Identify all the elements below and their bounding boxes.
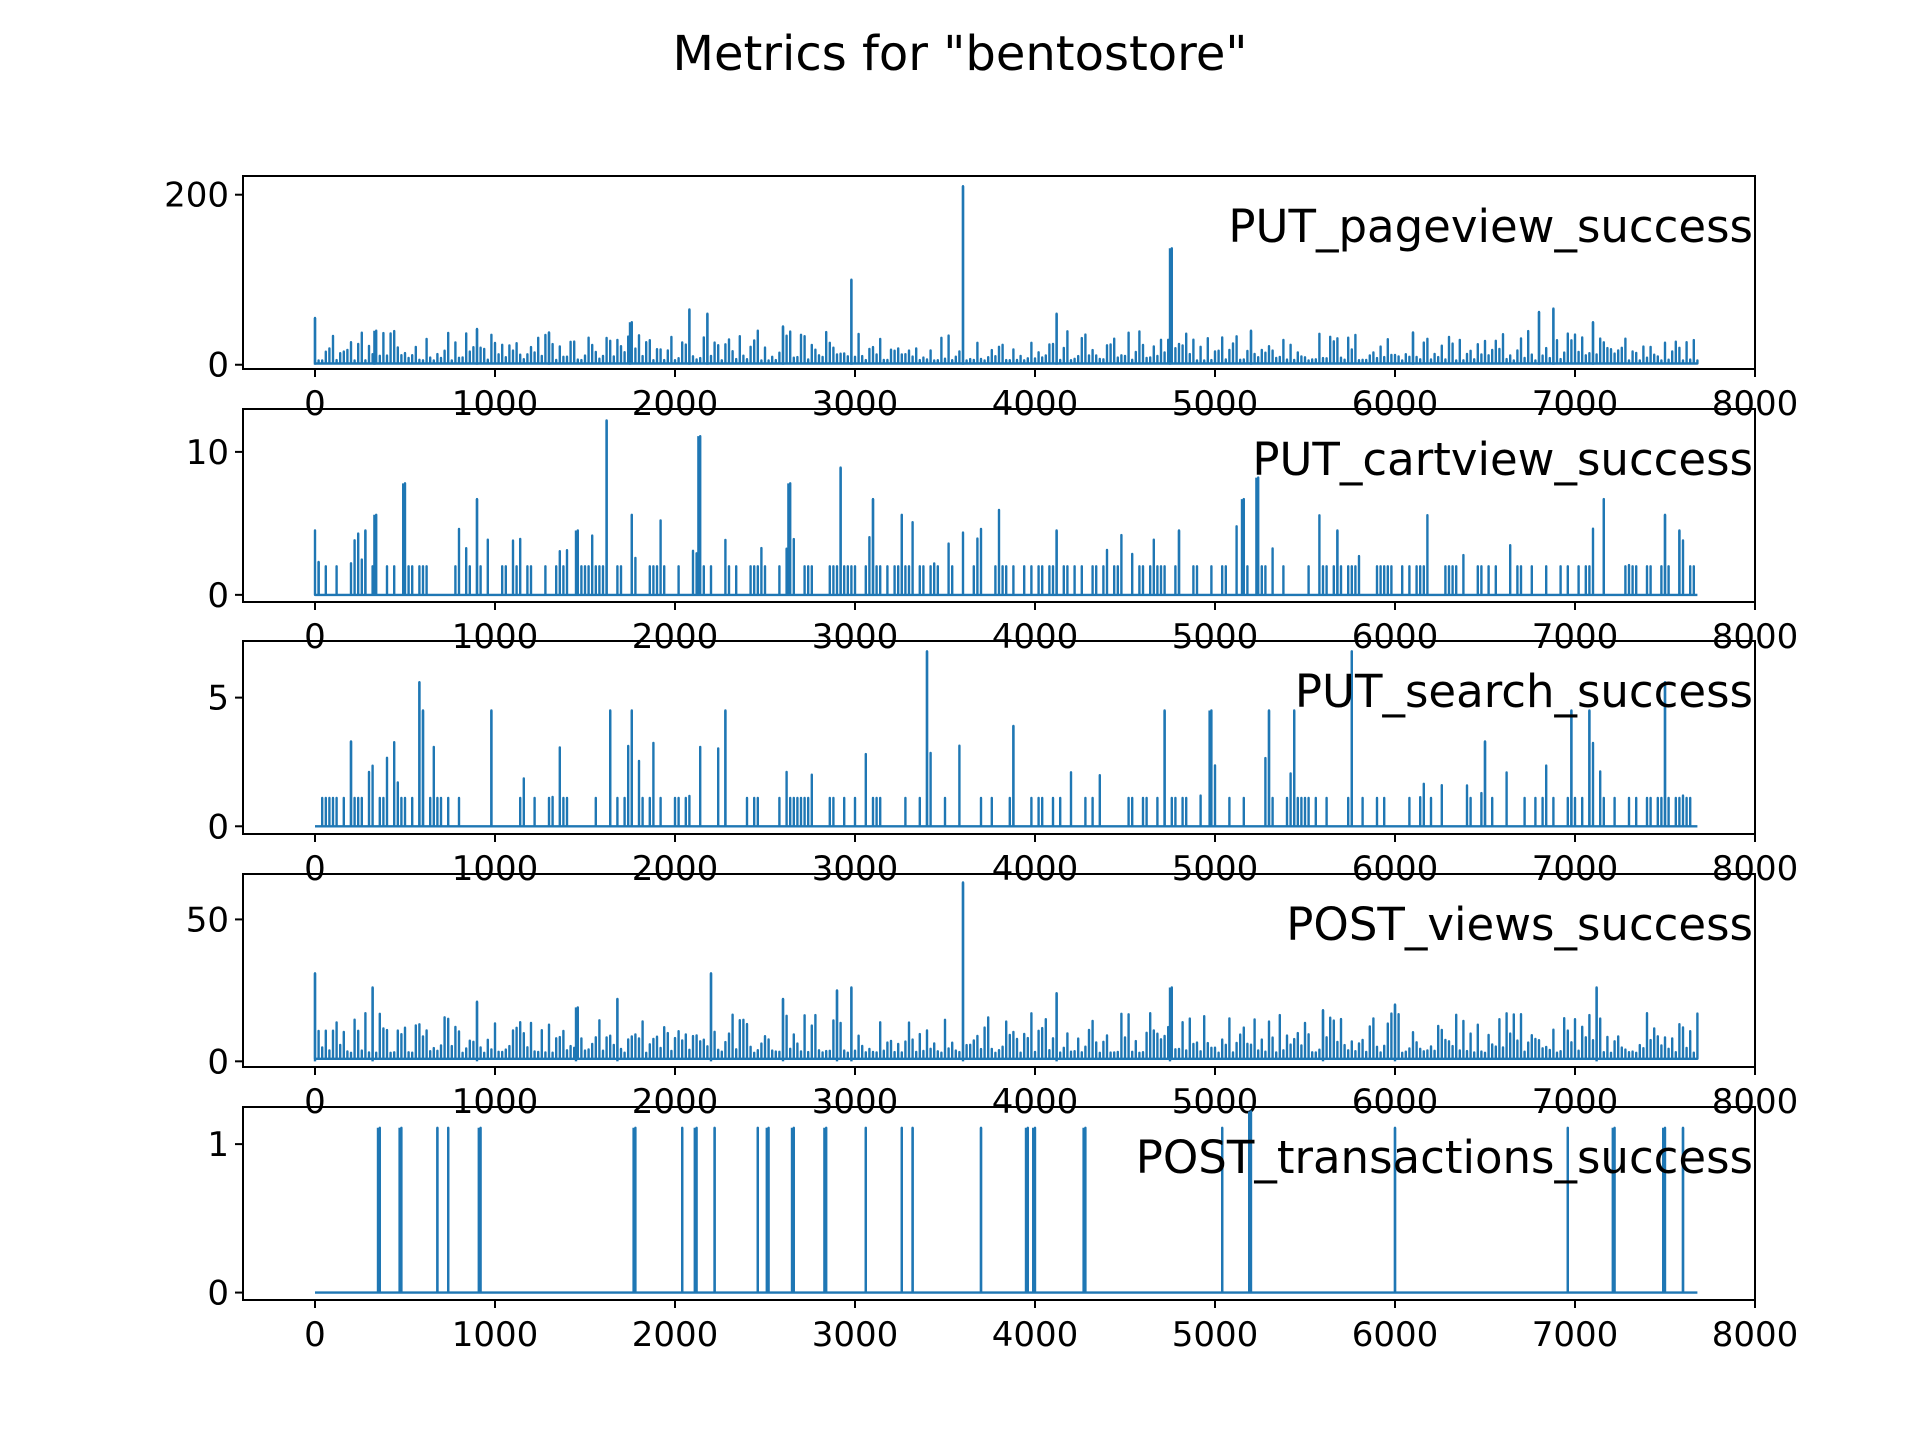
x-tick-label: 3000 — [812, 1082, 899, 1122]
x-tick-label: 0 — [304, 1315, 326, 1355]
panel-label: PUT_cartview_success — [1252, 433, 1753, 486]
y-tick-label: 50 — [186, 900, 229, 940]
x-tick-label: 4000 — [992, 1082, 1079, 1122]
series-line-PUT_cartview_success — [313, 419, 1698, 597]
x-tick-label: 5000 — [1172, 1315, 1259, 1355]
x-tick-label: 5000 — [1172, 384, 1259, 424]
x-tick-label: 2000 — [632, 384, 719, 424]
series-line-PUT_pageview_success — [313, 185, 1699, 365]
x-tick-label: 0 — [304, 617, 326, 657]
x-tick-label: 6000 — [1352, 384, 1439, 424]
panel-POST_transactions_success: 0 1 0 1000 2000 3000 4000 5000 6000 7000 8000 POST_… — [207, 1106, 1799, 1355]
x-tick-label: 7000 — [1532, 1082, 1619, 1122]
y-tick-label: 0 — [207, 346, 229, 386]
series-line-POST_transactions_success — [315, 1110, 1698, 1294]
x-tick-label: 2000 — [632, 617, 719, 657]
axes-frame — [242, 1106, 1756, 1301]
series-line-POST_views_success — [313, 881, 1699, 1060]
x-tick-label: 6000 — [1352, 849, 1439, 889]
y-tick-label: 1 — [207, 1125, 229, 1165]
x-tick-label: 5000 — [1172, 617, 1259, 657]
y-tick-label: 10 — [186, 433, 229, 473]
x-tick-label: 7000 — [1532, 1315, 1619, 1355]
axes-frame — [242, 408, 1756, 603]
x-tick-label: 6000 — [1352, 617, 1439, 657]
y-tick-label: 200 — [164, 176, 229, 216]
x-tick-label: 4000 — [992, 617, 1079, 657]
panel-label: POST_views_success — [1286, 898, 1753, 951]
x-tick-label: 3000 — [812, 849, 899, 889]
x-tick-label: 5000 — [1172, 1082, 1259, 1122]
panel-label: PUT_pageview_success — [1228, 200, 1753, 253]
x-tick-label: 1000 — [452, 1315, 539, 1355]
panel-label: POST_transactions_success — [1136, 1131, 1753, 1184]
x-tick-label: 3000 — [812, 384, 899, 424]
x-tick-label: 0 — [304, 1082, 326, 1122]
axes-frame — [242, 175, 1756, 370]
x-tick-label: 7000 — [1532, 849, 1619, 889]
x-tick-label: 1000 — [452, 849, 539, 889]
y-tick-label: 5 — [207, 679, 229, 719]
x-tick-label: 4000 — [992, 384, 1079, 424]
x-tick-label: 0 — [304, 384, 326, 424]
x-tick-label: 8000 — [1712, 1315, 1799, 1355]
y-tick-label: 0 — [207, 1274, 229, 1314]
y-tick-label: 0 — [207, 807, 229, 847]
y-tick-label: 0 — [207, 576, 229, 616]
x-tick-label: 5000 — [1172, 849, 1259, 889]
x-tick-label: 4000 — [992, 849, 1079, 889]
x-tick-label: 1000 — [452, 617, 539, 657]
x-tick-label: 6000 — [1352, 1082, 1439, 1122]
chart-title: Metrics for "bentostore" — [673, 26, 1248, 82]
axes-frame — [242, 640, 1756, 835]
x-tick-label: 4000 — [992, 1315, 1079, 1355]
x-tick-label: 2000 — [632, 849, 719, 889]
x-tick-label: 0 — [304, 849, 326, 889]
x-tick-label: 1000 — [452, 1082, 539, 1122]
x-tick-label: 1000 — [452, 384, 539, 424]
x-tick-label: 7000 — [1532, 384, 1619, 424]
axes-frame — [242, 873, 1756, 1068]
y-tick-label: 0 — [207, 1042, 229, 1082]
x-tick-label: 3000 — [812, 1315, 899, 1355]
x-tick-label: 3000 — [812, 617, 899, 657]
x-tick-label: 7000 — [1532, 617, 1619, 657]
x-tick-label: 2000 — [632, 1082, 719, 1122]
panel-label: PUT_search_success — [1295, 665, 1753, 718]
panel-PUT_search_success: 050 1000 2000 3000 4000 5000 6000 7000 8000PUT_s… — [207, 640, 1798, 889]
x-tick-label: 2000 — [632, 1315, 719, 1355]
x-tick-label: 6000 — [1352, 1315, 1439, 1355]
